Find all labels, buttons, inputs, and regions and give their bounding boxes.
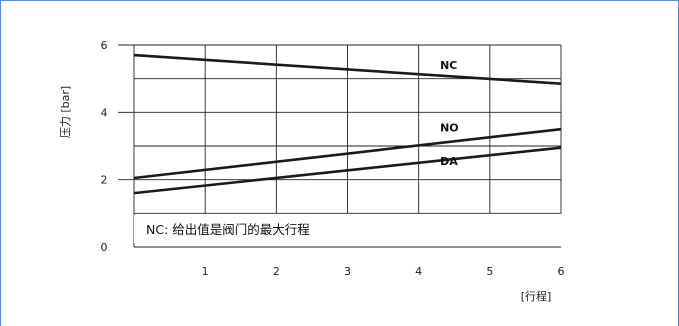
x-tick-label: 3 [344,265,351,278]
x-tick-label: 2 [273,265,280,278]
note-box-background [134,215,358,243]
series-line-no [133,127,562,180]
series-lines: NC NO DA [133,53,562,195]
series-label-no: NO [440,121,459,134]
series-label-da: DA [440,155,458,168]
y-tick-label: 2 [101,174,108,187]
tick-labels: 0 2 4 6 1 2 3 4 5 6 [101,39,565,278]
x-tick-label: 4 [415,265,422,278]
y-axis-label: 压力 [bar] [59,86,72,138]
grid [118,44,562,248]
series-line-nc [133,53,562,86]
series-line-da [133,146,562,195]
y-tick-label: 6 [101,39,108,52]
series-label-nc: NC [440,59,457,72]
x-tick-label: 1 [202,265,209,278]
annotation-note: NC: 给出值是阀门的最大行程 [146,222,310,237]
y-tick-label: 4 [101,106,108,119]
x-axis-label: [行程] [521,290,552,303]
x-tick-label: 6 [558,265,565,278]
y-tick-label: 0 [101,241,108,254]
x-tick-label: 5 [486,265,493,278]
